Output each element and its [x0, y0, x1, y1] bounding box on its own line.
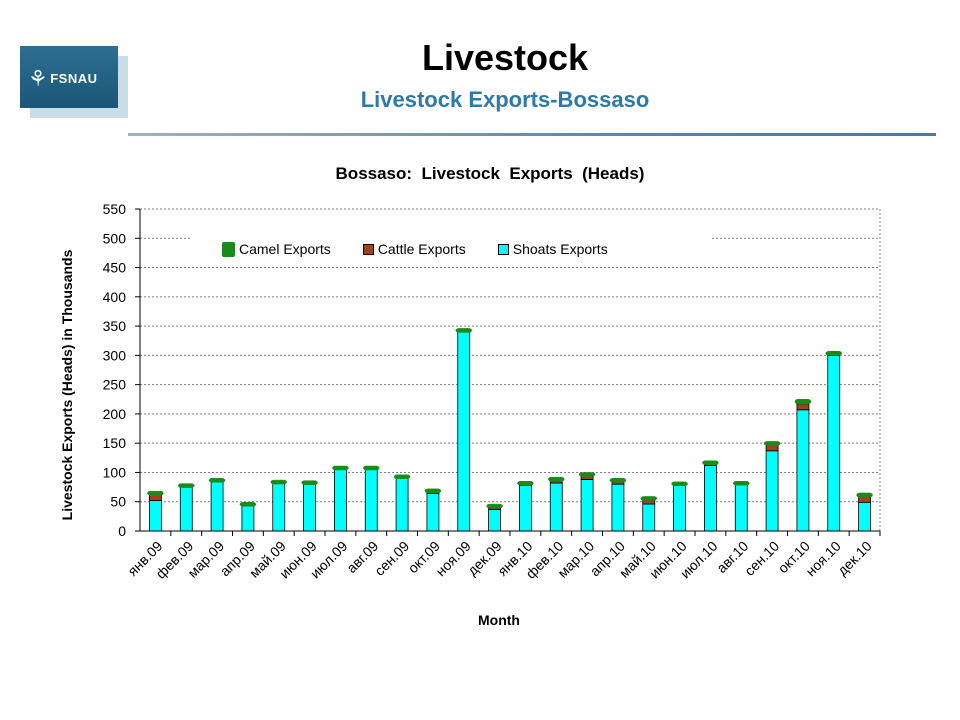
y-axis-label: Livestock Exports (Heads) in Thousands: [59, 249, 75, 520]
y-tick-label: 250: [103, 377, 127, 393]
bar-shoats: [642, 503, 656, 532]
bar-camel: [702, 460, 719, 465]
bar-shoats: [704, 465, 717, 532]
y-tick-label: 50: [110, 494, 126, 510]
bar-camel: [856, 492, 873, 498]
bar-camel: [455, 328, 472, 333]
legend-item-shoats: Shoats Exports: [497, 241, 608, 257]
bar-shoats: [303, 482, 316, 532]
legend-item-cattle: Cattle Exports: [362, 241, 466, 257]
y-tick-label: 0: [118, 523, 126, 539]
bar-shoats: [519, 484, 532, 532]
legend-label-camel: Camel Exports: [239, 241, 331, 257]
bar-shoats: [210, 480, 224, 532]
legend-label-shoats: Shoats Exports: [512, 241, 608, 257]
bar-shoats: [765, 450, 779, 532]
legend-swatch-camel: [222, 241, 235, 257]
legend-swatch-cattle: [362, 243, 374, 255]
bar-camel: [609, 478, 627, 483]
x-axis-label: Month: [478, 612, 520, 628]
bar-shoats: [734, 483, 748, 532]
bar-shoats: [426, 493, 440, 532]
y-tick-label: 450: [103, 260, 127, 276]
bar-camel: [393, 474, 411, 480]
y-tick-label: 500: [103, 230, 127, 246]
logo-text: FSNAU: [50, 71, 98, 86]
bar-shoats: [395, 477, 409, 532]
bar-shoats: [611, 483, 625, 532]
bar-shoats: [241, 504, 255, 532]
y-tick-label: 150: [103, 435, 127, 451]
bar-cattle: [796, 403, 810, 411]
x-tick-label: сен.09: [371, 538, 412, 579]
bar-camel: [548, 476, 565, 482]
bar-cattle: [858, 496, 871, 503]
bar-camel: [239, 502, 257, 507]
x-tick-label: ноя.10: [802, 538, 844, 580]
x-tick-label: ноя.09: [432, 538, 474, 580]
bar-camel: [733, 480, 750, 486]
chart-legend: Camel Exports Cattle Exports Shoats Expo…: [190, 233, 710, 265]
bar-camel: [270, 479, 287, 485]
y-tick-label: 200: [103, 406, 127, 422]
header-divider: [128, 133, 936, 136]
bar-shoats: [673, 484, 686, 532]
bar-camel: [671, 481, 688, 487]
bar-shoats: [272, 482, 286, 532]
bar-shoats: [457, 330, 471, 532]
logo-badge: ⚘ FSNAU: [20, 46, 118, 108]
bar-camel: [517, 480, 534, 486]
bar-camel: [763, 441, 781, 446]
y-tick-label: 300: [103, 347, 127, 363]
bar-shoats: [364, 467, 378, 532]
bar-camel: [578, 472, 596, 477]
bar-camel: [424, 488, 442, 494]
page-subtitle: Livestock Exports-Bossaso: [360, 87, 650, 112]
legend-swatch-shoats: [497, 243, 509, 255]
legend-item-camel: Camel Exports: [222, 241, 331, 257]
bar-shoats: [334, 467, 347, 532]
wheat-icon: ⚘: [28, 66, 49, 91]
bar-camel: [147, 490, 164, 496]
bar-shoats: [179, 486, 193, 532]
bar-shoats: [549, 482, 563, 532]
fsnau-logo: ⚘ FSNAU: [20, 46, 128, 118]
bar-camel: [363, 465, 380, 471]
y-tick-label: 550: [103, 201, 127, 217]
page-title: Livestock: [421, 37, 589, 78]
x-axis-ticks: янв.09фев.09мар.09апр.09май.09июн.09июл.…: [124, 531, 881, 582]
bar-shoats: [580, 479, 594, 532]
y-tick-label: 350: [103, 318, 127, 334]
x-tick-label: сен.10: [741, 538, 782, 579]
y-tick-label: 100: [103, 464, 127, 480]
chart-title: Bossaso: Livestock Exports (Heads): [336, 164, 645, 183]
bar-shoats: [149, 500, 162, 532]
bar-camel: [825, 351, 842, 356]
bars: [147, 328, 873, 532]
bar-camel: [332, 465, 349, 471]
x-tick-label: дек.10: [834, 538, 875, 579]
bar-shoats: [488, 508, 501, 532]
bar-camel: [208, 478, 226, 483]
bar-shoats: [827, 354, 841, 532]
bar-camel: [301, 480, 318, 485]
bar-camel: [178, 483, 195, 488]
bar-camel: [640, 496, 657, 501]
bar-camel: [486, 503, 503, 509]
bar-shoats: [858, 501, 871, 532]
bar-camel: [794, 399, 812, 405]
legend-label-cattle: Cattle Exports: [377, 241, 466, 257]
bar-shoats: [796, 409, 810, 532]
y-axis-ticks: 0 50 100 150 200 250 300 350 400 450 500 550: [103, 201, 140, 539]
y-tick-label: 400: [103, 289, 127, 305]
